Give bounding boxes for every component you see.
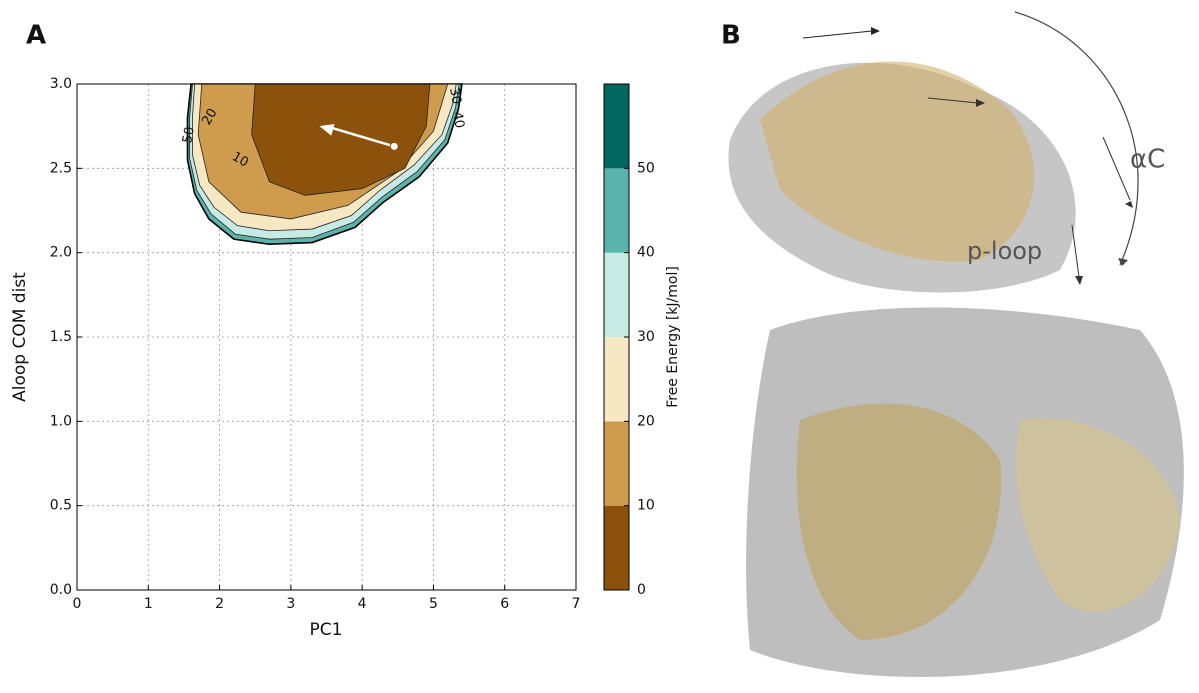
y-tick-label: 1.0 <box>50 413 72 429</box>
colorbar-band <box>604 252 629 337</box>
colorbar-band <box>604 168 629 253</box>
colorbar-tick-label: 0 <box>637 582 646 598</box>
contour-label: 20 <box>199 106 220 128</box>
x-tick-label: 6 <box>500 596 509 612</box>
plot-frame <box>76 83 577 591</box>
colorbar-tick-label: 40 <box>637 245 655 261</box>
x-tick-label: 1 <box>144 596 153 612</box>
contour-label: 10 <box>229 149 251 170</box>
x-tick-label: 3 <box>286 596 295 612</box>
x-tick-label: 2 <box>215 596 224 612</box>
colorbar-tick-label: 50 <box>637 160 655 176</box>
colorbar-band <box>604 84 629 169</box>
y-tick-label: 2.0 <box>50 245 72 261</box>
y-tick-label: 0.0 <box>50 582 72 598</box>
x-tick-label: 0 <box>73 596 82 612</box>
colorbar-band <box>604 505 629 590</box>
colorbar-band <box>604 337 629 422</box>
contour-label: 30 <box>446 87 464 106</box>
y-tick-label: 1.5 <box>50 329 72 345</box>
x-axis-label: PC1 <box>310 620 343 640</box>
colorbar-tick-label: 10 <box>637 498 655 514</box>
contour-label: 40 <box>449 111 467 130</box>
arrow-head <box>319 124 335 136</box>
annotation: αC <box>1130 145 1165 175</box>
colorbar-tick-label: 30 <box>637 329 655 345</box>
y-tick-label: 3.0 <box>50 76 72 92</box>
x-tick-label: 7 <box>572 596 581 612</box>
panel-label: A <box>26 21 46 51</box>
contour-label: 50 <box>180 126 198 145</box>
panel-label: B <box>721 21 741 51</box>
arrow <box>329 125 395 148</box>
colorbar-band <box>604 421 629 506</box>
x-tick-label: 4 <box>358 596 367 612</box>
annotation: p-loop <box>967 237 1042 265</box>
protein-structure <box>728 11 1184 678</box>
y-tick-label: 2.5 <box>50 160 72 176</box>
start-point <box>389 141 399 151</box>
y-tick-label: 0.5 <box>50 498 72 514</box>
x-tick-label: 5 <box>429 596 438 612</box>
colorbar-label: Free Energy [kJ/mol] <box>665 266 681 408</box>
contour-region <box>251 83 431 196</box>
colorbar-tick-label: 20 <box>637 413 655 429</box>
y-axis-label: Aloop COM dist <box>10 272 30 402</box>
